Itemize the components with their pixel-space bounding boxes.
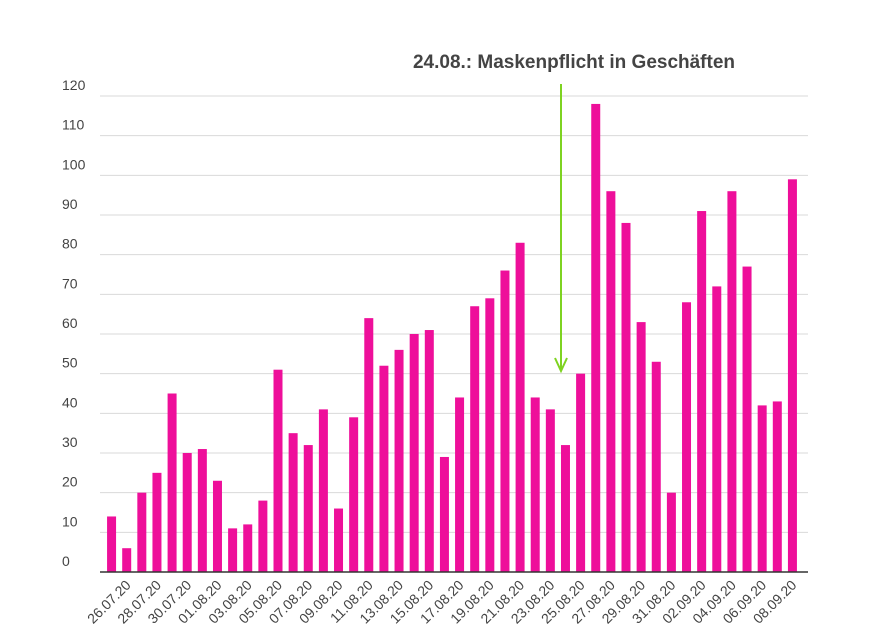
bar: [228, 528, 238, 572]
bar: [576, 373, 586, 572]
bar: [682, 302, 692, 572]
y-tick-label: 80: [62, 236, 78, 252]
y-tick-label: 30: [62, 434, 78, 450]
y-tick-label: 50: [62, 355, 78, 371]
bar: [137, 492, 147, 572]
bar: [712, 286, 722, 572]
bar: [303, 445, 313, 572]
bar: [258, 500, 268, 572]
bar: [545, 409, 555, 572]
annotation-arrowhead: [554, 357, 568, 374]
bar: [636, 322, 646, 572]
bar: [288, 433, 298, 572]
bar: [742, 266, 752, 572]
bar: [455, 397, 465, 572]
bar: [122, 548, 132, 572]
bar: [167, 393, 177, 572]
bar: [666, 492, 676, 572]
y-tick-label: 0: [62, 553, 70, 569]
bar: [318, 409, 328, 572]
bar: [591, 103, 601, 572]
plot-area: 010203040506070809010011012026.07.2028.0…: [62, 77, 808, 627]
y-tick-label: 40: [62, 394, 78, 410]
bar: [621, 222, 631, 572]
bar: [182, 453, 192, 572]
y-tick-label: 100: [62, 156, 86, 172]
bar: [243, 524, 253, 572]
bar: [727, 191, 737, 572]
bar: [697, 211, 707, 573]
bar: [364, 318, 374, 572]
y-tick-label: 120: [62, 77, 86, 93]
bar: [152, 472, 162, 572]
y-tick-label: 10: [62, 513, 78, 529]
y-tick-label: 20: [62, 474, 78, 490]
bar: [439, 456, 449, 572]
bar: [651, 361, 661, 572]
bar: [273, 369, 283, 572]
bar: [349, 417, 359, 572]
bar: [560, 445, 570, 572]
bar: [394, 349, 404, 572]
bar: [530, 397, 540, 572]
bar: [107, 516, 117, 572]
bar: [787, 179, 797, 573]
bar: [485, 298, 495, 572]
bar: [515, 242, 525, 572]
bar: [606, 191, 616, 572]
bar: [334, 508, 344, 572]
bar: [409, 334, 419, 572]
bar: [424, 330, 434, 572]
y-tick-label: 70: [62, 275, 78, 291]
bar: [197, 449, 207, 572]
annotation: 24.08.: Maskenpflicht in Geschäften: [413, 52, 735, 73]
bar: [772, 401, 782, 572]
bar: [757, 405, 767, 572]
y-tick-label: 60: [62, 315, 78, 331]
bar: [379, 365, 389, 572]
y-tick-label: 110: [62, 117, 85, 133]
y-tick-label: 90: [62, 196, 78, 212]
bar: [212, 480, 222, 572]
bar: [470, 306, 480, 572]
bar: [500, 270, 510, 572]
